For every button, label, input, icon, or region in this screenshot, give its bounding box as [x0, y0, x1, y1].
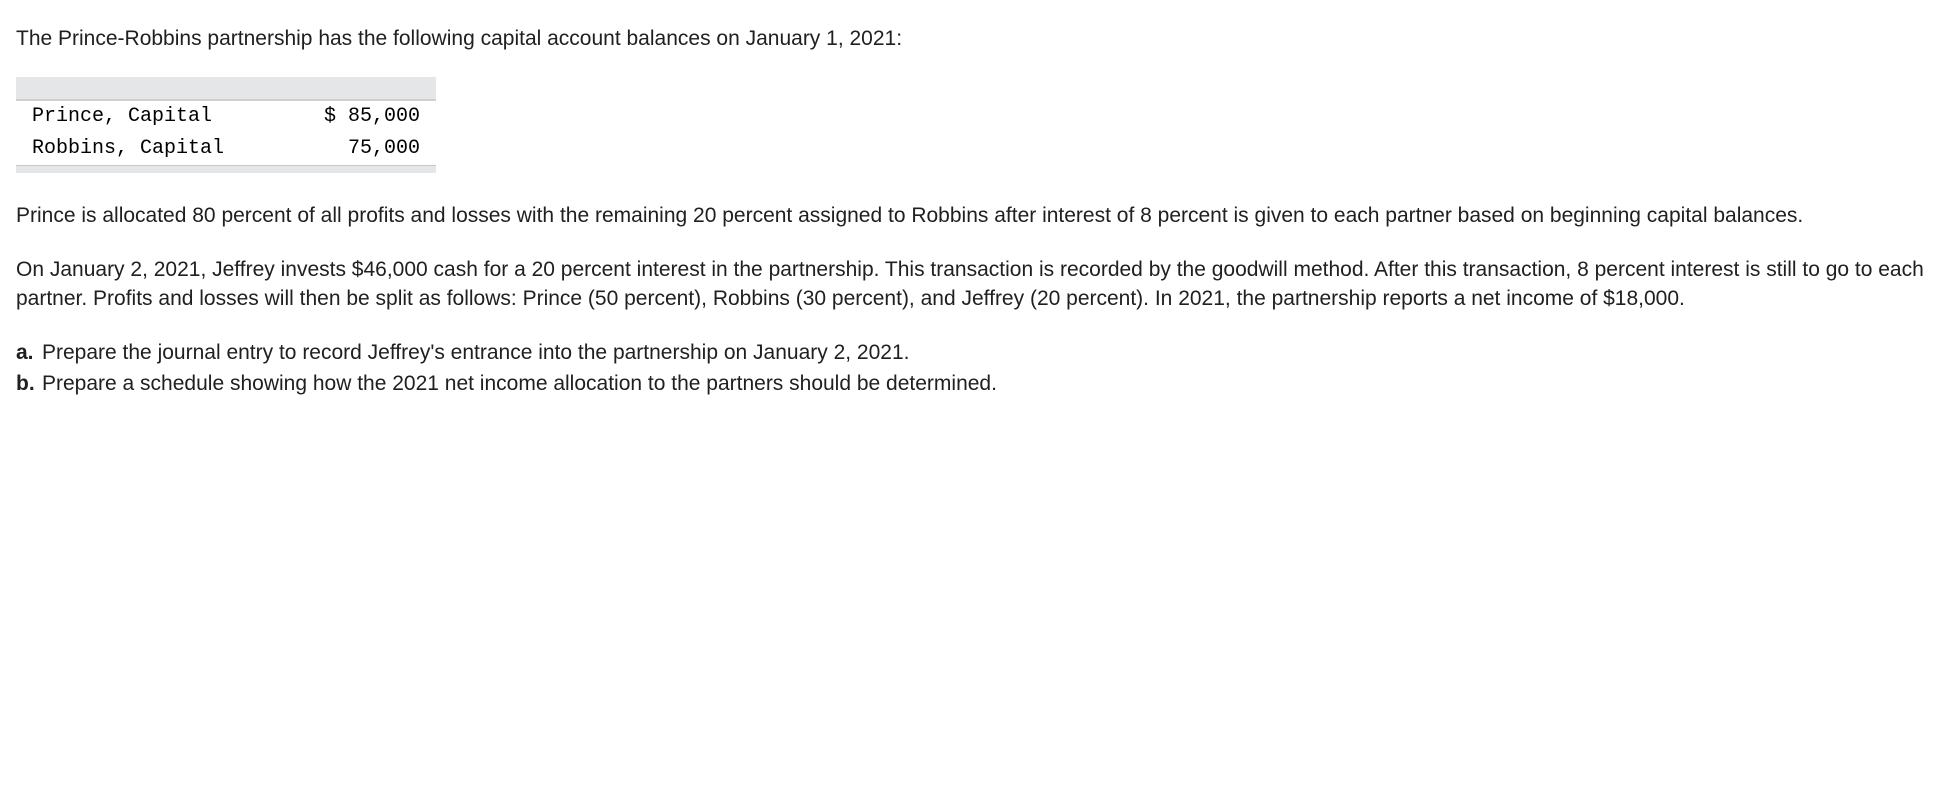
- transaction-paragraph: On January 2, 2021, Jeffrey invests $46,…: [16, 255, 1930, 314]
- capital-amount: $ 85,000: [283, 101, 436, 133]
- question-marker: b.: [16, 369, 42, 398]
- allocation-paragraph: Prince is allocated 80 percent of all pr…: [16, 201, 1930, 230]
- table-footer-bar: [16, 165, 436, 173]
- table-row: Robbins, Capital 75,000: [16, 133, 436, 165]
- question-text: Prepare the journal entry to record Jeff…: [42, 338, 909, 367]
- capital-amount: 75,000: [283, 133, 436, 165]
- table-row: Prince, Capital $ 85,000: [16, 101, 436, 133]
- capital-label: Prince, Capital: [16, 101, 283, 133]
- capital-label: Robbins, Capital: [16, 133, 283, 165]
- question-a: a. Prepare the journal entry to record J…: [16, 338, 1930, 367]
- question-b: b. Prepare a schedule showing how the 20…: [16, 369, 1930, 398]
- capital-table-body: Prince, Capital $ 85,000 Robbins, Capita…: [16, 101, 436, 165]
- question-marker: a.: [16, 338, 42, 367]
- capital-balances-table: Prince, Capital $ 85,000 Robbins, Capita…: [16, 77, 436, 173]
- table-header-bar: [16, 77, 436, 101]
- questions-list: a. Prepare the journal entry to record J…: [16, 338, 1930, 399]
- intro-paragraph: The Prince-Robbins partnership has the f…: [16, 24, 1930, 53]
- question-text: Prepare a schedule showing how the 2021 …: [42, 369, 997, 398]
